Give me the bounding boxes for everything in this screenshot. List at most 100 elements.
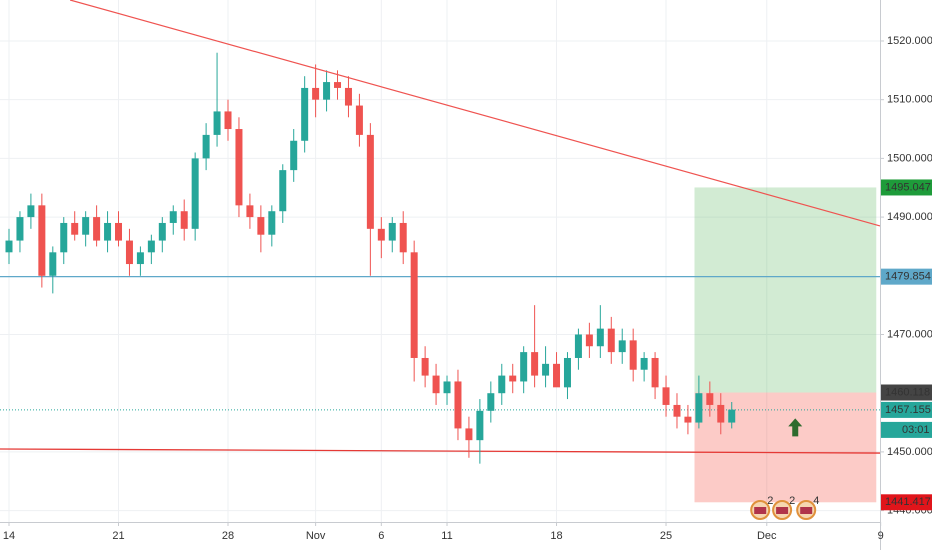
stop-zone: [694, 392, 877, 503]
candle-body: [574, 334, 582, 358]
target-label: 1495.047: [885, 181, 931, 193]
candle-body: [476, 410, 484, 441]
candle-body: [388, 222, 396, 241]
candle-body: [520, 352, 528, 382]
candle-body: [662, 387, 670, 405]
candle-body: [16, 217, 24, 241]
candle-body: [268, 211, 276, 235]
y-tick-label: 1490.000: [887, 211, 932, 223]
target-zone: [694, 187, 877, 393]
candle-body: [191, 158, 199, 229]
candle-body: [49, 252, 57, 276]
level-label-bg: [881, 268, 932, 285]
y-tick-label: 1500.000: [887, 152, 932, 164]
candle-body: [355, 105, 363, 135]
entry-label: 1460.118: [885, 386, 930, 398]
candle-body: [399, 222, 407, 253]
last-price-label: 1457.155: [885, 404, 931, 416]
candle-body: [82, 217, 90, 235]
candle-body: [334, 82, 342, 88]
x-tick-label: 25: [660, 530, 672, 542]
candle-body: [115, 222, 123, 241]
candle-body: [684, 416, 692, 423]
entry-label-bg: [881, 384, 932, 401]
candle-body: [421, 357, 429, 376]
level-label: 1479.854: [885, 271, 931, 283]
candle-body: [377, 228, 385, 241]
candle-body: [27, 205, 35, 218]
candle-body: [136, 252, 144, 265]
event-count: 4: [813, 495, 819, 507]
event-flag: [776, 507, 789, 514]
event-count: 2: [789, 495, 795, 507]
x-tick-label: Nov: [306, 530, 326, 542]
candle-body: [432, 375, 440, 394]
x-tick-label: 11: [441, 530, 452, 542]
candle-body: [290, 140, 298, 171]
candle-body: [542, 363, 550, 376]
candle-body: [202, 134, 210, 159]
y-tick-label: 1510.000: [887, 94, 932, 106]
x-tick-label: 14: [3, 530, 15, 542]
candle-body: [651, 357, 659, 388]
candle-body: [596, 328, 604, 347]
candle-body: [607, 328, 615, 353]
candle-body: [553, 363, 561, 388]
candle-body: [728, 409, 736, 423]
candle-body: [147, 240, 155, 253]
candle-body: [235, 129, 243, 206]
candle-body: [344, 87, 352, 106]
candle-body: [498, 375, 506, 394]
candle-body: [629, 340, 637, 370]
candle-body: [312, 87, 320, 100]
candle-body: [169, 211, 177, 223]
candle-body: [717, 404, 725, 423]
support-line: [0, 448, 881, 454]
candle-body: [38, 205, 46, 276]
candle-body: [213, 111, 221, 135]
candle-body: [60, 222, 68, 253]
candle-body: [443, 381, 451, 394]
candle-body: [585, 334, 593, 347]
candle-body: [563, 357, 571, 388]
candle-body: [158, 222, 166, 241]
candle-body: [673, 404, 681, 417]
stop-label-bg: [881, 494, 932, 511]
candle-body: [301, 87, 309, 141]
candle-body: [640, 357, 648, 370]
countdown-bg: [881, 421, 932, 438]
x-tick-label: Dec: [757, 530, 777, 542]
event-flag: [800, 507, 813, 514]
x-tick-label: 9: [878, 530, 884, 542]
x-tick-label: 21: [112, 530, 124, 542]
candle-body: [509, 375, 517, 382]
candle-body: [454, 381, 462, 429]
candle-body: [695, 393, 703, 423]
candle-body: [257, 217, 265, 235]
candle-body: [531, 352, 539, 376]
trend-line: [69, 0, 881, 227]
candle-body: [125, 240, 133, 265]
candle-body: [71, 222, 79, 235]
candle-body: [180, 211, 188, 229]
event-count: 2: [767, 495, 773, 507]
target-label-bg: [881, 179, 932, 196]
candle-body: [104, 222, 112, 241]
candle-body: [224, 111, 232, 130]
candle-body: [246, 205, 254, 218]
candle-body: [366, 134, 374, 229]
y-tick-label: 1520.000: [887, 35, 932, 47]
candle-body: [618, 340, 626, 353]
countdown: 03:01: [902, 424, 930, 436]
candle-body: [706, 393, 714, 405]
event-flag: [754, 507, 767, 514]
candle-body: [5, 240, 13, 253]
x-tick-label: 28: [222, 530, 234, 542]
candle-body: [93, 217, 101, 241]
candle-body: [323, 82, 331, 100]
x-tick-label: 18: [550, 530, 562, 542]
x-tick-label: 6: [378, 530, 384, 542]
candle-body: [410, 252, 418, 358]
y-tick-label: 1450.000: [887, 446, 932, 458]
